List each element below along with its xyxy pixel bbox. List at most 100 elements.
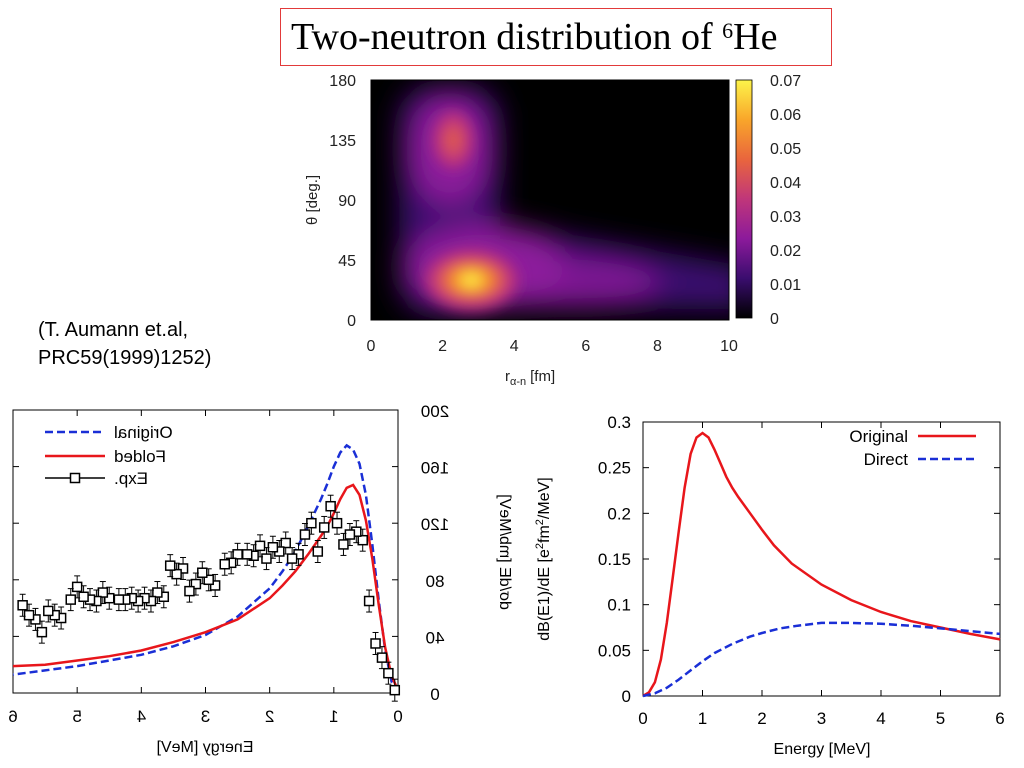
left-exp-marker (190, 578, 202, 590)
heatmap-xtick-label: 0 (367, 338, 376, 355)
heatmap-xtick-label: 2 (438, 338, 447, 355)
heatmap-ytick-label: 45 (338, 253, 356, 270)
left-exp-marker (43, 605, 54, 617)
right-legend-label: Direct (864, 450, 909, 469)
left-exp-marker (232, 549, 243, 560)
left-exp-marker (357, 534, 368, 546)
left-legend-label: Original (114, 423, 173, 442)
left-legend-label: Exp. (114, 469, 148, 488)
citation: (T. Aumann et.al, PRC59(1999)1252) (38, 316, 211, 372)
left-ytick-label: 160 (421, 459, 449, 478)
left-exp-marker (267, 542, 279, 553)
right-ytick-label: 0 (622, 687, 631, 706)
right-series-original (642, 431, 1001, 698)
left-series-folded (12, 483, 400, 691)
right-xtick-label: 1 (698, 709, 707, 728)
left-ytick-label: 40 (426, 628, 445, 647)
left-ylabel: dσ/dE [mb/MeV] (496, 494, 513, 610)
heatmap-xlabel-sub: α-n (510, 376, 526, 388)
left-exp-marker (164, 560, 176, 571)
heatmap-xlabel-unit: [fm] (530, 368, 555, 385)
left-ytick-label: 120 (421, 515, 449, 534)
peak-lower-core (462, 274, 481, 286)
right-series-direct (642, 621, 1001, 698)
heatmap-xtick-label: 6 (581, 338, 590, 355)
left-exp-marker (113, 594, 125, 605)
left-exp-marker (318, 522, 330, 533)
left-exp-marker (219, 558, 230, 570)
right-legend-label: Original (849, 427, 908, 446)
left-xtick-label: 1 (329, 707, 338, 726)
left-exp-marker (197, 567, 208, 578)
colorbar-tick-label: 0.03 (770, 209, 801, 226)
right-ytick-label: 0.15 (598, 550, 631, 569)
heatmap-xtick-label: 10 (720, 338, 738, 355)
left-legend-label: Folded (114, 447, 166, 466)
left-exp-marker (152, 587, 163, 598)
left-exp-marker (65, 594, 76, 605)
left-exp-marker (23, 609, 35, 621)
left-exp-marker (36, 626, 48, 638)
heatmap-ytick-label: 0 (347, 313, 356, 330)
left-exp-marker (389, 684, 401, 696)
left-xtick-label: 0 (393, 707, 402, 726)
right-ytick-label: 0.3 (607, 413, 631, 432)
right-ylabel: dB(E1)/dE [e2fm2/MeV] (534, 477, 553, 640)
left-exp-marker (209, 580, 221, 591)
heatmap-ytick-label: 90 (338, 193, 356, 210)
left-exp-marker (97, 587, 109, 598)
left-exp-marker (171, 568, 182, 580)
left-exp-points (17, 494, 401, 702)
heatmap-frame (370, 79, 730, 321)
left-exp-marker (370, 638, 381, 649)
right-xtick-label: 0 (638, 709, 647, 728)
left-exp-marker (241, 549, 253, 560)
left-exp-marker (363, 595, 375, 607)
left-exp-marker (286, 553, 298, 564)
colorbar (735, 79, 753, 319)
left-xtick-label: 5 (72, 707, 81, 726)
colorbar-tick-label: 0.01 (770, 277, 801, 294)
left-exp-marker (184, 585, 195, 597)
left-xtick-label: 3 (201, 707, 210, 726)
left-exp-marker (104, 592, 115, 604)
left-exp-marker (254, 540, 266, 552)
right-chart-frame (642, 421, 1001, 697)
left-exp-marker (338, 539, 349, 550)
heatmap-xlabel: rα-n [fm] (505, 368, 555, 388)
left-ytick-label: 0 (430, 685, 439, 704)
left-exp-marker (299, 529, 311, 540)
colorbar-tick-label: 0.06 (770, 107, 801, 124)
colorbar-tick-label: 0.04 (770, 175, 801, 192)
left-exp-marker (376, 652, 388, 663)
colorbar-tick-label: 0.02 (770, 243, 801, 260)
heatmap-peaks (425, 112, 518, 310)
heatmap-xtick-label: 4 (510, 338, 519, 355)
right-xtick-label: 5 (936, 709, 945, 728)
heatmap-xlabel-main: r (505, 368, 510, 385)
heatmap-ytick-label: 180 (329, 73, 356, 90)
right-ytick-label: 0.1 (607, 596, 631, 615)
left-exp-marker (280, 537, 291, 549)
right-ytick-label: 0.2 (607, 504, 631, 523)
left-exp-marker (17, 600, 28, 611)
left-exp-marker (78, 591, 89, 603)
colorbar-tick-label: 0.07 (770, 73, 801, 90)
left-ytick-label: 200 (421, 402, 449, 421)
right-xtick-label: 3 (817, 709, 826, 728)
right-ylabel-part: /MeV] (536, 477, 553, 519)
heatmap (371, 80, 729, 320)
left-xtick-label: 4 (137, 707, 146, 726)
colorbar-tick-label: 0 (770, 311, 779, 328)
peak-upper-core (444, 126, 463, 154)
left-exp-marker (261, 553, 272, 564)
right-xtick-label: 2 (757, 709, 766, 728)
left-exp-marker (344, 529, 356, 540)
right-xtick-label: 4 (876, 709, 885, 728)
heatmap-xtick-label: 8 (653, 338, 662, 355)
right-ylabel-part: fm (536, 525, 553, 543)
right-ylabel-part: 2 (534, 519, 546, 525)
left-xtick-label: 2 (265, 707, 274, 726)
right-ylabel-part: 2 (534, 543, 546, 549)
